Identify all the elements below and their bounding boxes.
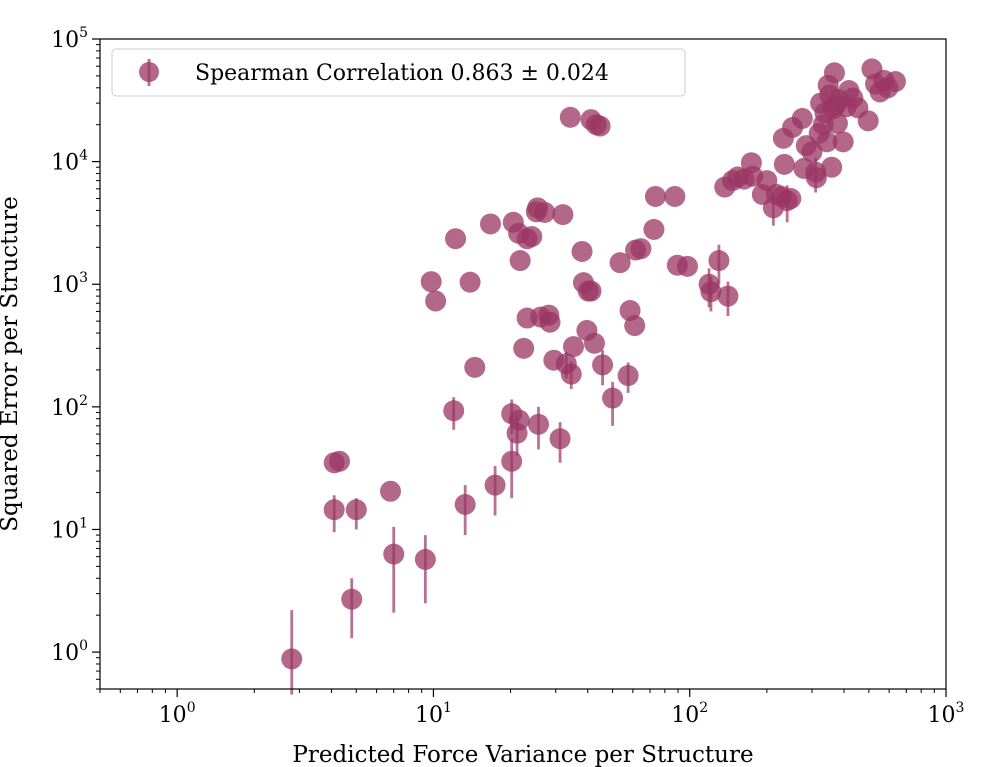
data-point-0-42 (563, 336, 585, 358)
data-point-0-64 (676, 255, 698, 277)
data-point-0-6 (380, 480, 402, 502)
data-point-0-83 (780, 188, 802, 210)
data-point-0-51 (589, 115, 611, 137)
data-point-0-40 (560, 363, 582, 385)
data-point-0-47 (580, 280, 602, 302)
y-axis-label: Squared Error per Structure (0, 196, 23, 532)
data-point-0-53 (602, 387, 624, 409)
data-point-0-60 (643, 218, 665, 240)
x-axis-label: Predicted Force Variance per Structure (292, 742, 753, 767)
data-point-0-88 (801, 141, 823, 163)
data-point-0-11 (443, 400, 465, 422)
plot-frame (99, 38, 947, 690)
legend-label: Spearman Correlation 0.863 ± 0.024 (195, 61, 609, 86)
data-point-0-37 (549, 428, 571, 450)
data-point-0-24 (509, 250, 531, 272)
data-point-0-10 (425, 290, 447, 312)
data-point-0-14 (459, 271, 481, 293)
data-point-0-1 (323, 499, 345, 521)
data-point-0-17 (484, 474, 506, 496)
data-point-0-0 (281, 648, 303, 670)
data-point-0-100 (823, 62, 845, 84)
data-point-0-18 (501, 450, 523, 472)
data-point-0-54 (609, 252, 631, 274)
data-point-0-104 (832, 131, 854, 153)
data-point-0-33 (534, 201, 556, 223)
data-point-0-69 (717, 285, 739, 307)
data-point-0-25 (513, 337, 535, 359)
data-point-0-43 (571, 240, 593, 262)
data-point-0-67 (708, 250, 730, 272)
data-point-0-5 (345, 499, 367, 521)
data-point-0-59 (630, 238, 652, 260)
data-point-0-13 (454, 493, 476, 515)
data-point-0-115 (884, 71, 906, 93)
data-point-0-85 (791, 107, 813, 129)
data-point-0-55 (617, 365, 639, 387)
data-point-0-15 (464, 356, 486, 378)
y-tick-label-3: 103 (51, 270, 88, 298)
data-point-0-28 (521, 226, 543, 248)
data-point-0-35 (539, 311, 561, 333)
legend-box (111, 48, 686, 97)
data-point-0-62 (664, 185, 686, 207)
data-point-0-3 (328, 450, 350, 472)
data-point-0-66 (700, 281, 722, 303)
data-point-0-90 (805, 167, 827, 189)
data-point-0-49 (583, 332, 605, 354)
data-point-0-95 (816, 131, 838, 153)
legend-marker (139, 62, 159, 82)
data-point-0-102 (826, 112, 848, 134)
data-point-0-98 (821, 156, 843, 178)
marker-layer (281, 58, 906, 670)
data-point-0-12 (445, 228, 467, 250)
data-point-0-4 (341, 588, 363, 610)
legend: Spearman Correlation 0.863 ± 0.024 (111, 48, 686, 97)
data-point-0-81 (773, 153, 795, 175)
data-point-0-109 (857, 110, 879, 132)
data-point-0-38 (552, 204, 574, 226)
data-point-0-41 (559, 106, 581, 128)
data-point-0-16 (480, 213, 502, 235)
data-point-0-8 (414, 548, 436, 570)
data-point-0-57 (624, 315, 646, 337)
data-point-0-61 (644, 185, 666, 207)
data-point-0-31 (527, 413, 549, 435)
data-point-0-22 (508, 409, 530, 431)
data-point-0-9 (420, 271, 442, 293)
data-point-0-7 (383, 543, 405, 565)
data-point-0-52 (592, 354, 614, 376)
y-tick-label-4: 104 (51, 148, 88, 176)
